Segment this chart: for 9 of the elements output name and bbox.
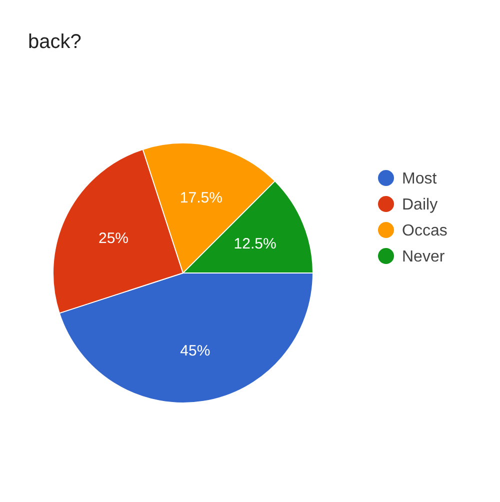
chart-title: back? — [28, 31, 82, 53]
data-label: 25% — [98, 230, 129, 247]
legend-label: Occas — [402, 222, 448, 240]
data-label: 45% — [180, 342, 210, 360]
legend-label: Daily — [402, 196, 438, 214]
data-label: 17.5% — [180, 189, 222, 206]
legend-label: Most — [402, 170, 438, 188]
data-label: 12.5% — [234, 235, 276, 252]
legend-label: Never — [402, 248, 446, 266]
